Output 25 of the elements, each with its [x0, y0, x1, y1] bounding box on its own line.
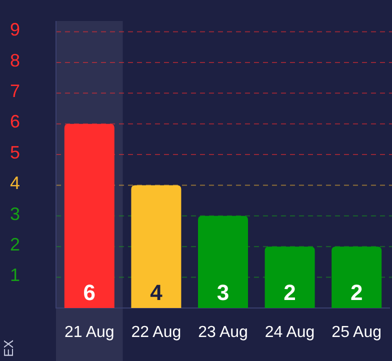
x-tick-label: 23 Aug: [198, 324, 248, 341]
y-tick-label: 7: [10, 80, 20, 101]
y-tick-label: 2: [10, 234, 20, 254]
y-tick-label: 9: [10, 20, 20, 40]
y-tick-label: 4: [10, 173, 20, 194]
data-label: 3: [216, 280, 230, 305]
data-label: 2: [284, 280, 296, 305]
bar: [198, 216, 248, 308]
y-tick-label: 5: [10, 142, 20, 162]
x-tick-label: 24 Aug: [264, 324, 315, 341]
data-label: 2: [350, 280, 363, 305]
x-tick-label: 22 Aug: [131, 324, 182, 341]
y-axis-title: EX: [1, 339, 16, 357]
y-tick-label: 3: [10, 204, 20, 224]
data-label: 4: [150, 280, 164, 305]
bar: [264, 246, 315, 308]
bar: [332, 246, 382, 308]
y-tick-label: 8: [10, 50, 20, 70]
data-label: 6: [83, 280, 96, 305]
x-tick-label: 21 Aug: [64, 324, 114, 341]
bar: [64, 124, 114, 308]
y-tick-label: 6: [10, 112, 20, 132]
bar: [131, 185, 182, 308]
x-tick-label: 25 Aug: [332, 324, 382, 341]
y-tick-label: 1: [10, 265, 20, 286]
